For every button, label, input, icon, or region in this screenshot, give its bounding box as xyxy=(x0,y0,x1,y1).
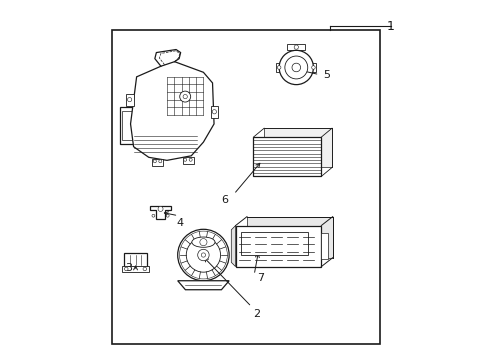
Circle shape xyxy=(127,98,131,102)
Circle shape xyxy=(200,239,206,246)
Bar xyxy=(152,159,163,166)
Bar xyxy=(235,226,321,267)
Text: 7: 7 xyxy=(257,273,264,283)
Ellipse shape xyxy=(191,237,215,247)
Circle shape xyxy=(186,238,220,272)
Text: 3: 3 xyxy=(124,262,132,273)
Polygon shape xyxy=(231,226,235,267)
Circle shape xyxy=(179,231,227,279)
Polygon shape xyxy=(149,206,171,219)
Circle shape xyxy=(294,45,298,49)
Polygon shape xyxy=(287,44,305,50)
Text: 5: 5 xyxy=(323,69,329,80)
Circle shape xyxy=(291,63,300,72)
Bar xyxy=(112,30,380,344)
Bar xyxy=(126,94,133,106)
Bar xyxy=(246,217,332,258)
Bar xyxy=(310,63,316,72)
Circle shape xyxy=(212,110,216,114)
Bar xyxy=(124,253,147,267)
Circle shape xyxy=(180,91,190,102)
Circle shape xyxy=(166,214,169,217)
Circle shape xyxy=(177,229,229,281)
Text: 1: 1 xyxy=(386,20,394,33)
Circle shape xyxy=(279,50,313,85)
Polygon shape xyxy=(321,233,328,260)
Circle shape xyxy=(285,56,307,79)
Bar xyxy=(122,111,133,140)
Circle shape xyxy=(183,94,187,99)
Circle shape xyxy=(201,253,205,257)
Polygon shape xyxy=(177,281,229,290)
Bar xyxy=(253,137,321,176)
Circle shape xyxy=(277,66,281,69)
Bar xyxy=(183,157,193,164)
Bar xyxy=(241,232,307,255)
Circle shape xyxy=(124,267,128,271)
Circle shape xyxy=(311,66,315,69)
Circle shape xyxy=(152,214,155,217)
Polygon shape xyxy=(130,62,214,160)
Text: 2: 2 xyxy=(253,309,260,319)
Bar xyxy=(276,63,282,72)
Text: 6: 6 xyxy=(221,195,228,204)
Circle shape xyxy=(143,267,146,271)
Text: 4: 4 xyxy=(176,218,183,228)
Circle shape xyxy=(183,158,186,161)
Circle shape xyxy=(159,160,162,163)
Bar xyxy=(264,128,331,167)
Bar xyxy=(211,106,217,118)
Circle shape xyxy=(153,160,156,163)
Circle shape xyxy=(197,249,209,261)
Circle shape xyxy=(189,158,192,161)
Circle shape xyxy=(158,206,163,211)
Bar xyxy=(120,107,136,144)
Bar xyxy=(122,266,149,272)
